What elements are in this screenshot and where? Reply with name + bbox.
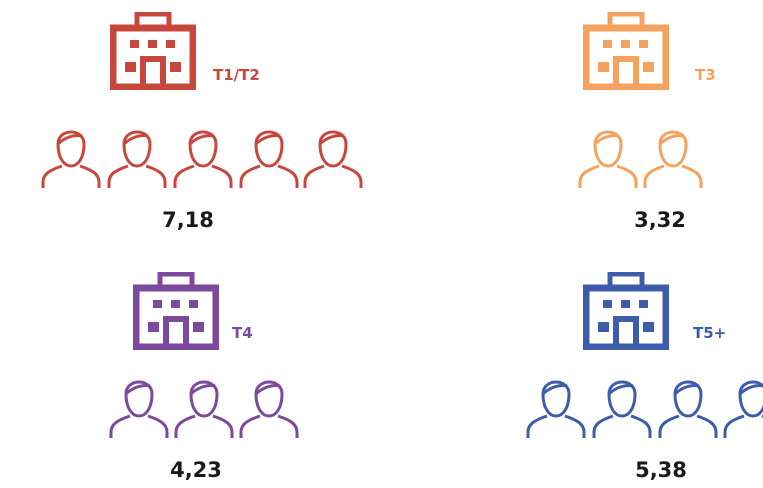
panel-t1t2: T1/T2 7,18	[41, 14, 363, 232]
panel-value: 7,18	[162, 208, 214, 232]
person-icon	[109, 380, 169, 440]
person-icon	[239, 380, 299, 440]
building-icon	[586, 274, 666, 347]
person-icon	[303, 130, 363, 190]
building-icon	[586, 14, 666, 87]
person-icon	[578, 130, 638, 190]
panel-value: 4,23	[170, 458, 222, 482]
person-icon	[723, 380, 763, 440]
person-icon	[526, 380, 586, 440]
building-icon	[136, 274, 216, 347]
panel-value: 5,38	[635, 458, 687, 482]
person-icon	[41, 130, 101, 190]
person-icon	[173, 130, 233, 190]
person-icon	[643, 130, 703, 190]
panel-label: T5+	[693, 324, 726, 342]
person-icon	[592, 380, 652, 440]
panel-t4: T4 4,23	[109, 274, 299, 482]
person-icon	[174, 380, 234, 440]
panel-t3: T3 3,32	[578, 14, 716, 232]
person-icon	[239, 130, 299, 190]
panel-label: T3	[695, 66, 716, 84]
building-icon	[113, 14, 193, 87]
person-icon	[107, 130, 167, 190]
panel-label: T4	[232, 324, 253, 342]
panel-label: T1/T2	[213, 66, 260, 84]
panel-value: 3,32	[634, 208, 686, 232]
person-icon	[658, 380, 718, 440]
panel-t5: T5+ 5,38	[526, 274, 763, 482]
